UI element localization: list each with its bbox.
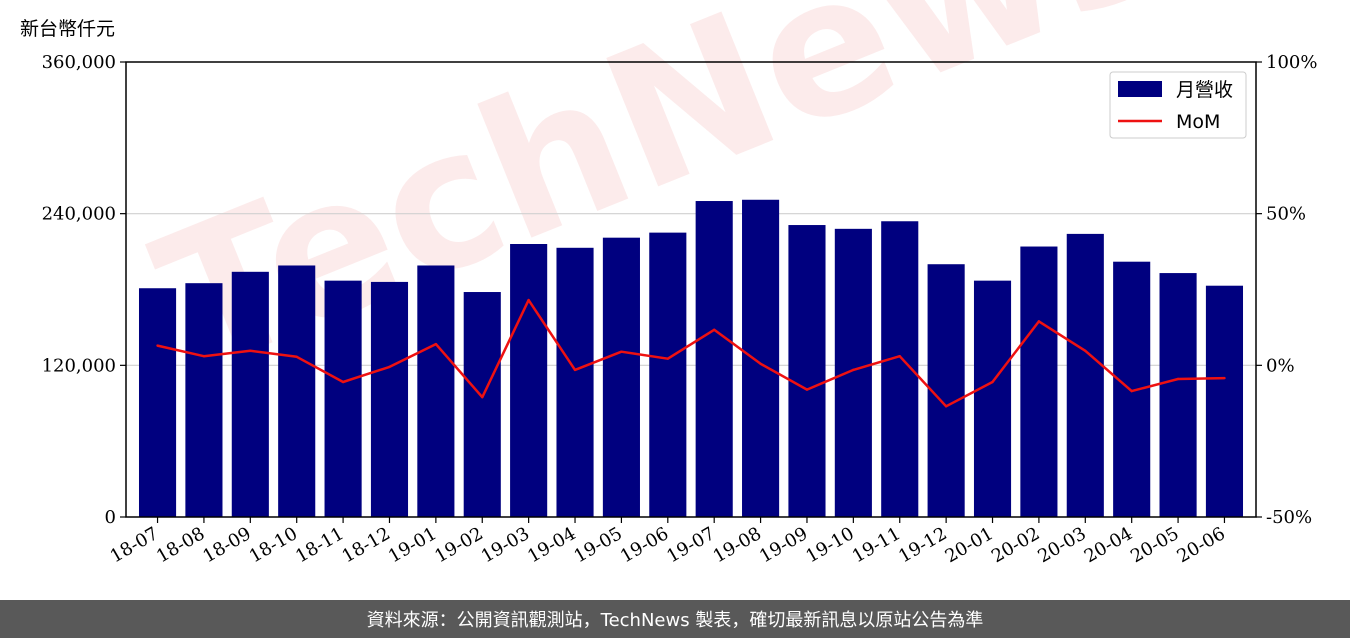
legend-label-revenue: 月營收: [1176, 79, 1233, 101]
legend-label-mom: MoM: [1176, 111, 1220, 133]
mom-point: [527, 298, 530, 302]
y-axis-unit-label: 新台幣仟元: [20, 18, 116, 40]
left-tick-label: 120,000: [42, 355, 116, 376]
revenue-bar: [138, 288, 177, 517]
revenue-bars: [138, 199, 1244, 518]
mom-point: [481, 395, 484, 399]
mom-point: [249, 349, 252, 352]
revenue-bar: [973, 280, 1012, 517]
revenue-bar: [695, 201, 733, 517]
legend-swatch-bar: [1118, 81, 1162, 97]
mom-point: [1084, 349, 1087, 352]
mom-point: [712, 328, 716, 332]
left-tick-label: 360,000: [42, 52, 116, 73]
x-tick-label: 19-12: [895, 523, 950, 567]
x-tick-label: 18-09: [199, 523, 254, 567]
revenue-bar: [463, 292, 501, 517]
mom-point: [1037, 320, 1041, 323]
x-tick-label: 18-11: [292, 523, 347, 567]
x-tick-label: 18-07: [107, 523, 162, 567]
x-tick-label: 19-02: [431, 523, 486, 567]
revenue-bar: [510, 244, 548, 517]
mom-point: [666, 357, 670, 360]
mom-point: [1176, 377, 1180, 381]
x-tick-label: 20-02: [988, 523, 1043, 567]
revenue-bar: [370, 281, 409, 517]
source-footer: 資料來源：公開資訊觀測站，TechNews 製表，確切最新訊息以原站公告為準: [0, 600, 1350, 638]
x-tick-label: 20-05: [1127, 523, 1182, 567]
mom-point: [898, 355, 901, 358]
mom-point: [759, 362, 762, 366]
x-tick-label: 19-01: [385, 523, 440, 567]
revenue-bar: [1205, 285, 1244, 517]
mom-point: [1223, 376, 1226, 380]
x-tick-label: 19-07: [663, 523, 718, 567]
mom-point: [805, 388, 809, 391]
left-tick-label: 0: [105, 507, 116, 528]
x-tick-label: 20-03: [1034, 523, 1089, 567]
x-tick-label: 19-04: [524, 523, 579, 567]
x-tick-label: 20-04: [1081, 523, 1136, 567]
right-tick-label: 50%: [1266, 204, 1306, 225]
x-tick-label: 19-03: [478, 523, 533, 567]
revenue-bar: [927, 264, 965, 517]
mom-point: [388, 365, 391, 369]
right-tick-label: 0%: [1266, 355, 1295, 376]
x-tick-label: 19-10: [802, 523, 857, 567]
mom-point: [991, 380, 994, 384]
chart: 0 120,000 240,000 360,000 -50% 0% 50% 100% 18-07…: [42, 52, 1318, 567]
revenue-bar: [1159, 273, 1197, 517]
revenue-bar: [556, 247, 594, 517]
revenue-bar: [185, 283, 223, 517]
x-tick-label: 19-06: [617, 523, 672, 567]
mom-point: [620, 350, 623, 353]
x-tick-label: 20-06: [1174, 523, 1229, 567]
x-tick-label: 19-05: [570, 523, 625, 567]
mom-point: [434, 342, 438, 346]
plot-frame: [125, 61, 1257, 518]
x-tick-label: 19-09: [756, 523, 811, 567]
x-tick-label: 19-11: [849, 523, 904, 567]
revenue-bar: [231, 271, 269, 517]
mom-point: [852, 368, 855, 372]
mom-point: [573, 368, 577, 372]
mom-point: [202, 355, 206, 358]
mom-point: [295, 355, 298, 359]
revenue-bar: [788, 225, 826, 517]
revenue-bar: [278, 265, 316, 517]
right-tick-label: 100%: [1266, 52, 1317, 73]
x-tick-label: 18-10: [246, 523, 301, 567]
right-tick-label: -50%: [1266, 507, 1312, 528]
mom-line: [156, 298, 1226, 408]
revenue-bar: [324, 280, 362, 517]
revenue-bar: [602, 237, 640, 518]
mom-point: [944, 405, 948, 408]
left-tick-label: 240,000: [42, 204, 116, 225]
legend: 月營收 MoM: [1109, 71, 1247, 139]
revenue-bar: [1113, 261, 1151, 517]
revenue-bar: [742, 199, 780, 517]
x-tick-label: 18-08: [153, 523, 208, 567]
revenue-bar: [417, 265, 455, 517]
revenue-bar: [834, 228, 872, 518]
x-tick-label: 20-01: [942, 523, 997, 567]
footer-text: 資料來源：公開資訊觀測站，TechNews 製表，確切最新訊息以原站公告為準: [366, 610, 984, 631]
mom-point: [1130, 389, 1133, 393]
revenue-bar: [649, 232, 687, 517]
revenue-bar: [1020, 246, 1058, 517]
revenue-bar: [1066, 233, 1104, 517]
mom-line-path: [157, 298, 1225, 408]
mom-point: [156, 344, 159, 347]
x-tick-label: 18-12: [339, 523, 394, 567]
mom-point: [341, 380, 345, 384]
x-tick-label: 19-08: [710, 523, 765, 567]
